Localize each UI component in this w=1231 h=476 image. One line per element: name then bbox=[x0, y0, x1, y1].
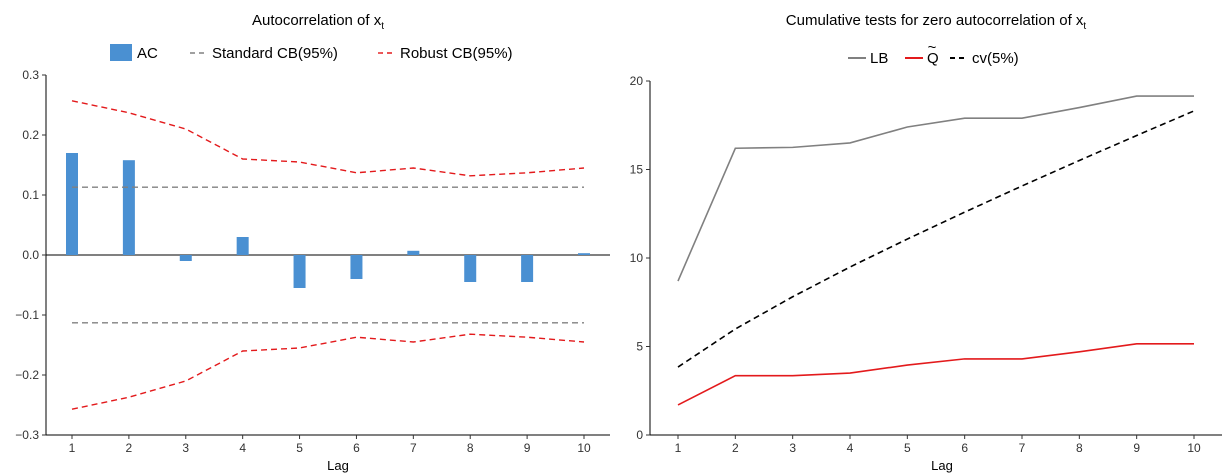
acf-x-tick-label: 7 bbox=[410, 441, 417, 455]
acf-y-tick-label: −0.3 bbox=[15, 428, 39, 442]
cumtest-x-tick-label: 5 bbox=[904, 441, 911, 455]
acf-x-tick-label: 4 bbox=[239, 441, 246, 455]
acf-bar bbox=[350, 255, 363, 279]
legend-q-label: Q bbox=[927, 50, 939, 67]
cumtest-y-tick-label: 15 bbox=[630, 163, 644, 177]
acf-bar bbox=[293, 255, 306, 288]
cumtest-title: Cumulative tests for zero autocorrelatio… bbox=[786, 12, 1087, 32]
acf-panel: Autocorrelation of xt AC Standard CB(95%)… bbox=[15, 12, 610, 473]
acf-y-tick-label: −0.1 bbox=[15, 308, 39, 322]
cumtest-y-tick-label: 20 bbox=[630, 74, 644, 88]
legend-robust-cb-label: Robust CB(95%) bbox=[400, 45, 513, 62]
cumtest-x-tick-label: 10 bbox=[1187, 441, 1201, 455]
acf-bar bbox=[578, 253, 590, 255]
q-tilde-line bbox=[677, 343, 1194, 406]
acf-title: Autocorrelation of xt bbox=[252, 12, 384, 32]
acf-y-tick-label: 0.3 bbox=[22, 68, 39, 82]
cumtest-panel: Cumulative tests for zero autocorrelatio… bbox=[630, 12, 1222, 473]
acf-x-tick-label: 6 bbox=[353, 441, 360, 455]
acf-bar bbox=[179, 255, 192, 261]
legend-lb-label: LB bbox=[870, 50, 888, 67]
acf-x-tick-label: 1 bbox=[69, 441, 76, 455]
cumtest-plot-area: 0 5 10 15 20 1 2 3 4 5 6 7 8 9 10 bbox=[630, 74, 1222, 455]
cumtest-x-tick-label: 1 bbox=[675, 441, 682, 455]
cumtest-x-tick-label: 9 bbox=[1133, 441, 1140, 455]
acf-y-tick-label: −0.2 bbox=[15, 368, 39, 382]
lb-line bbox=[677, 95, 1194, 282]
cumtest-x-tick-label: 4 bbox=[847, 441, 854, 455]
acf-y-tick-label: 0.1 bbox=[22, 188, 39, 202]
acf-bar bbox=[464, 255, 477, 282]
acf-x-tick-label: 3 bbox=[182, 441, 189, 455]
cumtest-x-tick-label: 7 bbox=[1019, 441, 1026, 455]
robust-cb-upper-line bbox=[71, 100, 585, 177]
legend-standard-cb-label: Standard CB(95%) bbox=[212, 45, 338, 62]
acf-y-tick-label: 0.0 bbox=[22, 248, 39, 262]
acf-x-tick-label: 5 bbox=[296, 441, 303, 455]
legend-ac-label: AC bbox=[137, 45, 158, 62]
cumtest-y-tick-label: 10 bbox=[630, 251, 644, 265]
acf-bar bbox=[521, 255, 534, 282]
acf-plot-area: −0.3 −0.2 −0.1 0.0 0.1 0.2 0.3 1 2 3 4 5 6 7 8 9 10 bbox=[15, 68, 610, 455]
cumtest-x-tick-label: 2 bbox=[732, 441, 739, 455]
legend-cv-label: cv(5%) bbox=[972, 50, 1019, 67]
acf-x-tick-label: 8 bbox=[467, 441, 474, 455]
acf-x-tick-label: 2 bbox=[126, 441, 133, 455]
acf-x-axis-label: Lag bbox=[327, 458, 349, 473]
cv-5pct-line bbox=[677, 110, 1195, 368]
legend-q-tilde-accent: ~ bbox=[928, 39, 937, 56]
acf-x-tick-label: 9 bbox=[524, 441, 531, 455]
cumtest-x-tick-label: 3 bbox=[789, 441, 796, 455]
cumtest-y-tick-label: 5 bbox=[636, 340, 643, 354]
acf-y-tick-label: 0.2 bbox=[22, 128, 39, 142]
cumtest-x-axis-label: Lag bbox=[931, 458, 953, 473]
acf-bar bbox=[66, 153, 78, 255]
acf-bar bbox=[236, 237, 249, 255]
cumtest-y-tick-label: 0 bbox=[636, 428, 643, 442]
acf-bar bbox=[122, 160, 135, 255]
acf-bar bbox=[407, 250, 420, 255]
acf-x-tick-label: 10 bbox=[577, 441, 591, 455]
cumtest-legend: LB Q~ cv(5%) bbox=[848, 39, 1019, 67]
robust-cb-lower-line bbox=[71, 333, 585, 410]
acf-legend: AC Standard CB(95%) Robust CB(95%) bbox=[110, 44, 513, 62]
cumtest-x-tick-label: 8 bbox=[1076, 441, 1083, 455]
legend-ac-swatch bbox=[110, 44, 132, 61]
cumtest-x-tick-label: 6 bbox=[961, 441, 968, 455]
